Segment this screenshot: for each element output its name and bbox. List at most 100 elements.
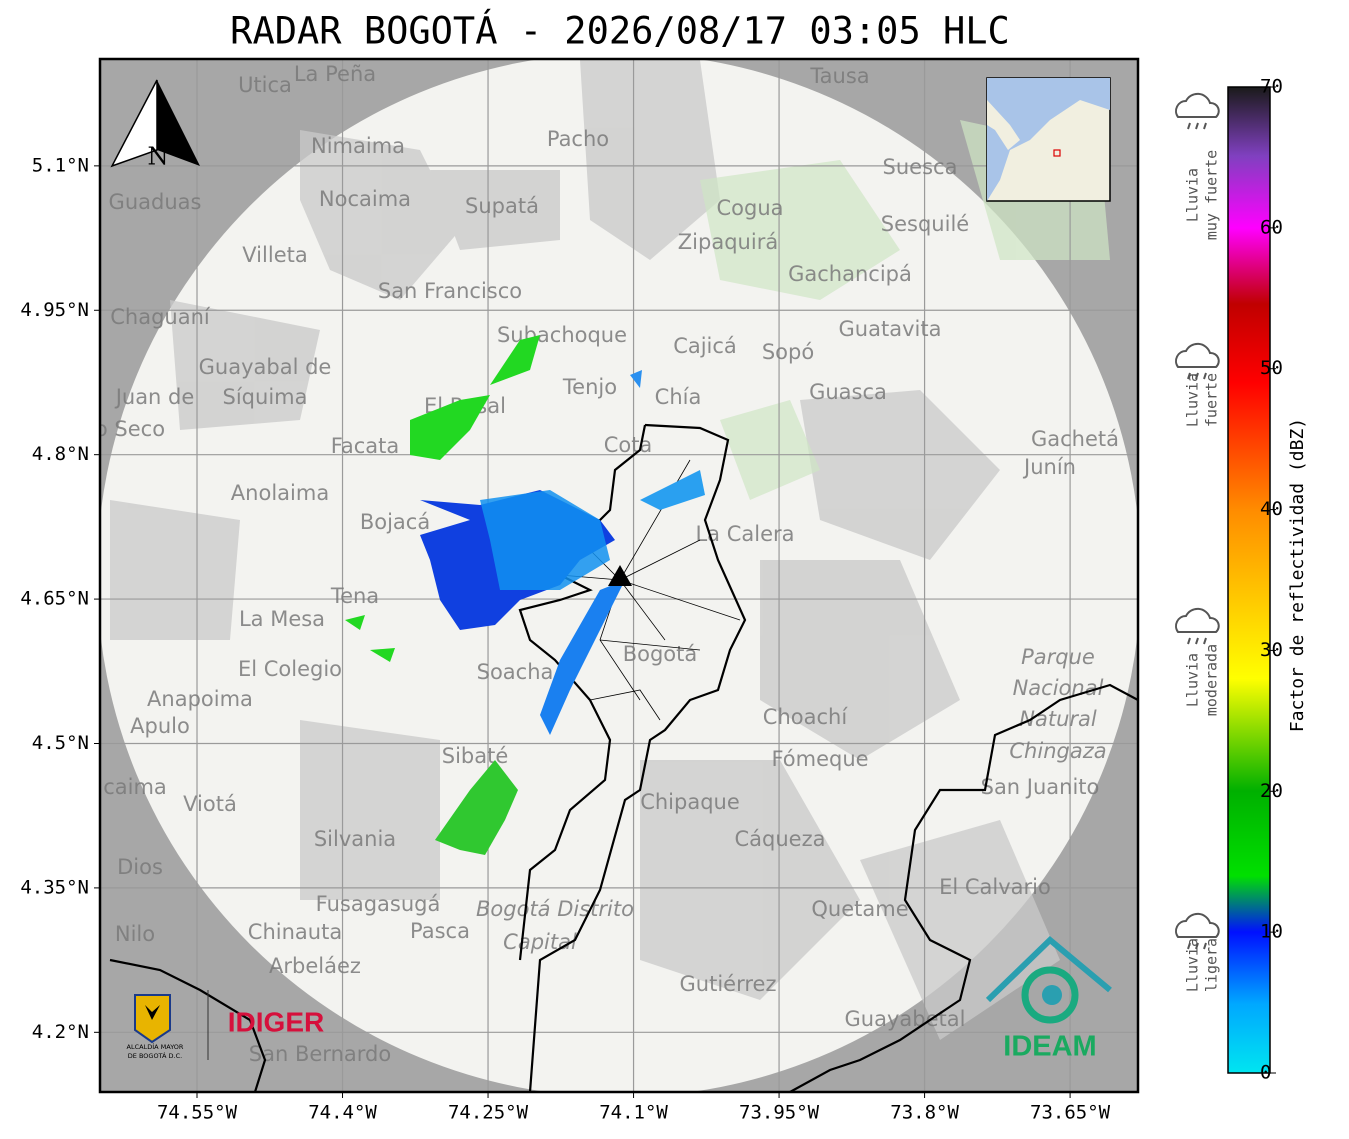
place-label: Facata [331,434,400,458]
place-label: Gutiérrez [680,972,777,996]
rain-category-label: Lluvia [1184,168,1202,222]
ideam-text: IDEAM [1003,1031,1096,1063]
rain-icon [1175,92,1220,118]
alcaldia-text: DE BOGOTÁ D.C. [128,1051,182,1060]
title: RADAR BOGOTÁ - 2026/08/17 03:05 HLC [230,9,1010,53]
place-label: La Mesa [239,607,325,631]
place-label: Gachetá [1031,427,1119,451]
y-tick-label: 4.8°N [32,443,89,465]
place-label: Sopó [762,340,814,364]
place-label: Supatá [465,194,539,218]
x-tick-label: 74.1°W [599,1102,668,1124]
colorbar-label: Factor de reflectividad (dBZ) [1287,418,1308,732]
place-label: Subachoque [497,323,627,347]
place-label: Síquima [223,385,308,409]
place-label: Nocaima [319,187,411,211]
rain-category-label: muy fuerte [1203,150,1221,240]
place-label: San Francisco [378,279,522,303]
terrain [110,60,1060,1040]
place-label: Chaguaní [110,305,211,329]
rain-icon [1175,342,1220,368]
place-label: Suesca [883,155,958,179]
place-label: Zipaquirá [678,230,778,254]
place-label: Juan de [114,385,195,409]
colorbar-ticks: 0 10 20 30 40 50 60 70 [1260,76,1283,1084]
place-label: Silvania [314,827,396,851]
place-label: Chía [655,385,702,409]
place-label: Pasca [410,919,470,943]
place-label: Fusagasugá [316,892,441,916]
place-label: Apulo [130,714,190,738]
place-label: Quetame [811,897,908,921]
idiger-logo: IDIGER [228,1006,324,1037]
place-label: El Calvario [939,875,1051,899]
x-tick-label: 73.95°W [739,1102,820,1124]
y-tick-label: 5.1°N [32,154,89,176]
north-label: N [148,143,169,171]
y-tick-label: 4.95°N [20,299,89,321]
radar-site [608,565,632,586]
place-label: La Peña [294,62,376,86]
axes: 74.55°W 74.4°W 74.25°W 74.1°W 73.95°W 73.8°W 7… [20,154,1110,1123]
place-label: San Bernardo [249,1042,391,1066]
place-label: Bojacá [360,510,430,534]
place-label: Tena [330,584,379,608]
place-label: Parque [1021,645,1095,669]
place-label: Tausa [809,64,869,88]
place-label: Gachancipá [788,262,912,286]
rain-category-label: ligera [1203,938,1221,992]
y-tick-label: 4.35°N [20,876,89,898]
place-label: Chingaza [1009,739,1106,763]
place-label: Tenjo [562,375,617,399]
place-label: Viotá [183,792,237,816]
rain-drops [1187,372,1207,380]
x-tick-label: 73.65°W [1030,1102,1111,1124]
rain-category-label: Lluvia [1184,938,1202,992]
place-label: Nilo [115,922,155,946]
colorbar [1227,86,1271,1074]
rain-category-label: moderada [1203,644,1221,716]
radar-echoes [345,335,705,855]
place-label: Guasca [809,380,887,404]
colorbar-tick-label: 10 [1260,921,1283,943]
place-label: Arbeláez [269,954,361,978]
y-tick-label: 4.2°N [32,1021,89,1043]
x-tick-label: 74.55°W [157,1102,238,1124]
place-label: Fómeque [771,747,868,771]
rain-icon [1175,607,1220,633]
alcaldia-text: ALCALDÍA MAYOR [127,1042,184,1051]
alcaldia-logo: ALCALDÍA MAYOR DE BOGOTÁ D.C. IDIGER [127,990,324,1060]
rain-category-label: Lluvia [1184,653,1202,707]
place-label: Dios [117,855,163,879]
place-label: Pacho [547,127,609,151]
place-label: Guayabal de [199,355,332,379]
place-label: Junín [1022,455,1076,479]
colorbar-tick-label: 50 [1260,357,1283,379]
place-label: caima [103,775,167,799]
map-frame [98,57,1140,1094]
colorbar-tick-label: 30 [1260,639,1283,661]
inset-map [986,77,1111,202]
x-tick-label: 74.4°W [308,1102,377,1124]
place-label: San Juanito [981,775,1100,799]
rain-category: Lluvia fuerte [1175,342,1221,427]
place-label: Nimaima [311,134,405,158]
north-arrow: N [110,79,200,171]
colorbar-tick-label: 40 [1260,498,1283,520]
place-label: Sesquilé [881,212,969,236]
rain-category-label: Lluvia [1184,373,1202,427]
place-label: Cajicá [673,334,737,358]
y-tick-label: 4.65°N [20,588,89,610]
place-label: Villeta [242,243,307,267]
place-label: Anolaima [231,481,329,505]
place-label: Guaduas [109,190,202,214]
rain-drops [1187,942,1207,950]
rain-category: Lluvia moderada [1175,607,1221,716]
rain-category-label: fuerte [1203,373,1221,427]
place-label: Cáqueza [735,827,826,851]
x-tick-label: 74.25°W [448,1102,529,1124]
rain-drops [1187,637,1207,645]
rain-icon [1175,912,1220,938]
